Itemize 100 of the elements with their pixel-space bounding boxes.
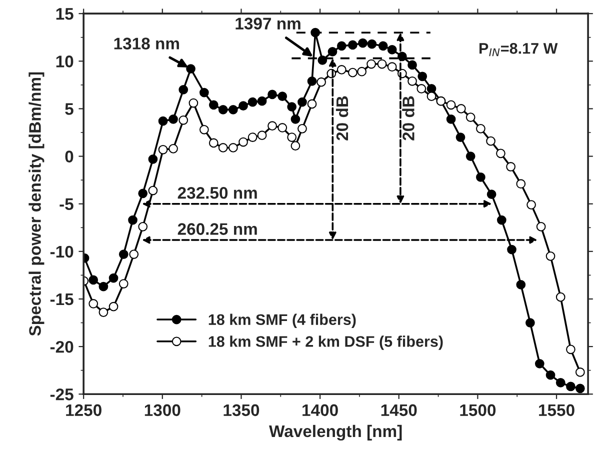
point [178,85,188,94]
point [108,302,118,312]
point [348,68,358,78]
point [367,39,377,49]
point [268,121,277,131]
x-tick-label: 1350 [224,404,260,416]
y-tick-label: -5 [60,198,74,210]
x-tick-label: 1500 [460,404,496,416]
point [208,138,218,148]
point [218,143,228,152]
point [248,132,258,142]
point [98,282,108,292]
point [298,97,307,107]
point [268,90,277,100]
point [446,114,456,124]
point [290,114,300,124]
point [387,62,397,72]
point [318,56,328,65]
point [328,46,338,56]
x-tick-label: 1250 [66,404,102,416]
point [506,162,516,172]
point [575,384,585,394]
point [88,299,98,308]
point [199,88,209,98]
point [88,275,98,285]
point [348,40,358,50]
point [526,200,536,210]
point [316,77,326,87]
point [575,368,585,377]
point [546,370,556,380]
annotation: 260.25 nm [178,223,257,235]
point [287,102,297,112]
point [228,143,238,152]
annotation: 232.50 nm [178,187,257,199]
annotation: P$_{IN}$=8.17 W [480,42,558,56]
point [278,92,288,102]
x-axis-title: Wavelength [nm] [269,424,402,441]
point [476,124,486,134]
annotation: 20 dB [402,96,414,140]
x-tick-label: 1300 [144,404,180,416]
y-tick-label: 0 [65,150,74,162]
point [476,172,486,182]
annotation: 20 dB [336,96,348,140]
point [358,38,368,48]
point [287,132,297,142]
point [158,144,168,154]
point [138,188,148,198]
y-tick-label: 10 [56,56,74,68]
point [456,132,466,142]
point [357,66,367,76]
point [238,101,248,111]
point [188,98,198,108]
point [128,215,138,225]
point [536,222,546,232]
point [378,41,388,51]
point [178,115,188,125]
point [168,144,178,154]
point [408,76,417,86]
point [486,190,496,200]
point [336,65,346,74]
point [108,273,118,283]
point [546,251,556,261]
y-tick-label: 5 [65,103,74,115]
point [486,136,496,146]
point [466,112,476,122]
y-axis-title: Spectral power density [dBm/nm] [28,72,44,336]
point [98,308,108,317]
point [366,59,376,69]
legend-label: 18 km SMF + 2 km DSF (5 fibers) [208,336,443,350]
point [496,148,506,158]
point [118,279,128,288]
y-tick-label: -15 [50,294,74,306]
point [298,124,307,134]
point [556,378,566,388]
point [238,137,248,147]
point [168,114,178,124]
point [278,123,288,132]
point [426,84,436,94]
y-tick-label: 15 [56,8,74,20]
point [516,280,526,290]
annotation: 1397 nm [236,18,300,30]
point [466,152,476,161]
point [516,179,526,189]
point [507,244,516,254]
point [377,59,387,69]
x-tick-label: 1400 [302,404,338,416]
x-tick-label: 1550 [539,404,574,416]
point [416,84,426,94]
point [556,292,566,302]
point [186,64,196,74]
point [526,318,535,328]
point [129,250,139,259]
point [158,116,168,126]
point [148,186,158,196]
point [456,104,466,114]
point [307,76,317,86]
y-tick-label: -20 [50,340,74,353]
point [257,130,267,140]
point [148,154,158,164]
point [387,45,397,54]
